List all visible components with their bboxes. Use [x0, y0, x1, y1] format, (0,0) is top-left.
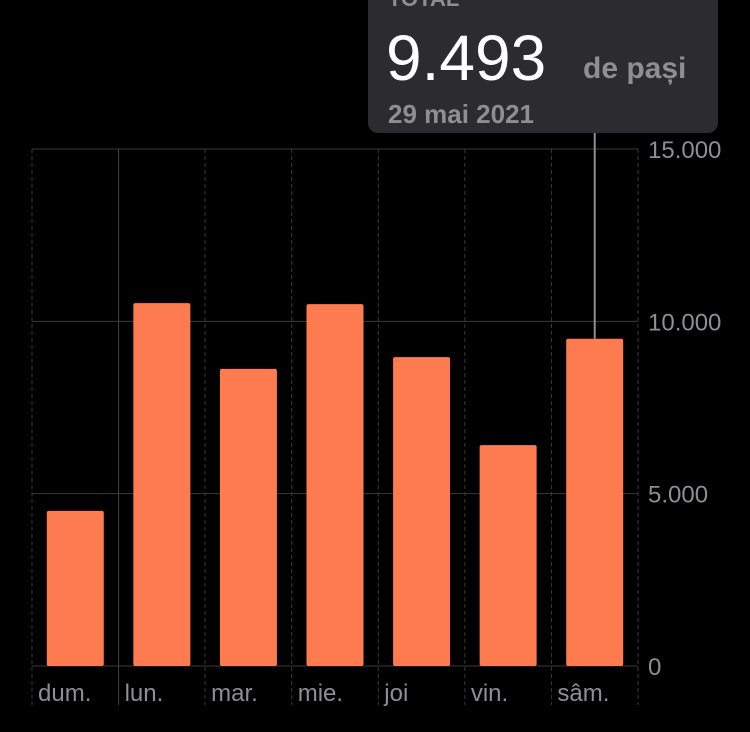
- x-tick-label: mie.: [298, 680, 343, 707]
- bar: [133, 303, 191, 666]
- bar: [479, 445, 537, 666]
- x-tick-label: joi: [383, 680, 408, 707]
- tooltip-unit: de pași: [583, 52, 686, 85]
- bar: [306, 304, 364, 666]
- x-tick-label: dum.: [38, 680, 91, 707]
- tooltip-value: 9.493: [386, 22, 546, 94]
- tooltip-header: TOTAL: [388, 0, 459, 11]
- x-tick-label: lun.: [125, 680, 164, 707]
- x-tick-label: sâm.: [557, 680, 609, 707]
- tooltip-box: [368, 0, 718, 133]
- bar: [393, 357, 451, 666]
- bar: [46, 510, 104, 666]
- y-tick-label: 5.000: [648, 482, 708, 509]
- x-tick-label: mar.: [211, 680, 258, 707]
- y-tick-label: 10.000: [648, 309, 721, 336]
- bar: [566, 338, 624, 666]
- tooltip-date: 29 mai 2021: [388, 99, 534, 129]
- x-tick-label: vin.: [471, 680, 508, 707]
- y-tick-label: 0: [648, 654, 661, 681]
- y-tick-label: 15.000: [648, 137, 721, 164]
- bar: [219, 368, 277, 666]
